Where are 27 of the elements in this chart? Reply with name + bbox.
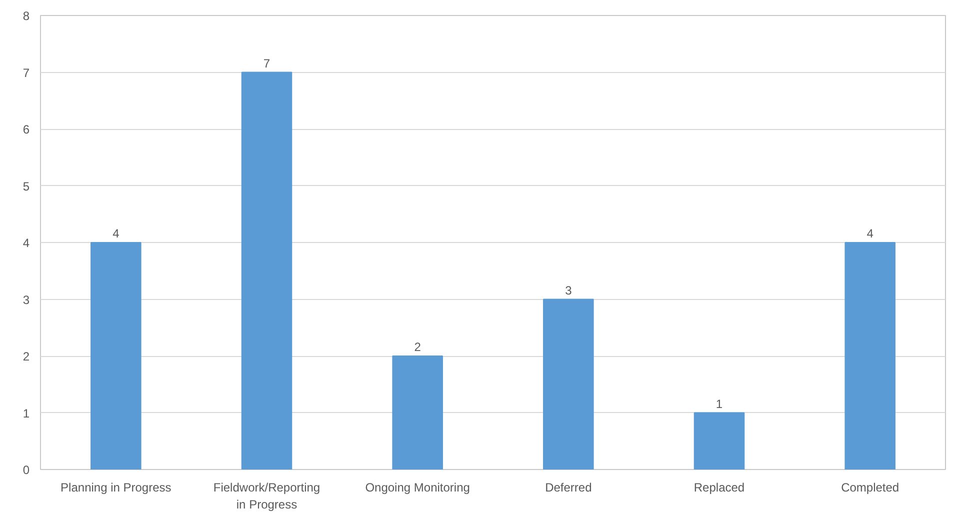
bar [392,356,443,470]
y-tick-label: 5 [22,179,30,194]
data-label: 3 [565,283,572,298]
x-tick-label: Deferred [545,480,592,494]
data-label: 7 [263,56,270,70]
y-tick-label: 4 [22,236,30,250]
data-label: 4 [866,226,874,240]
x-tick-label: Ongoing Monitoring [365,480,470,494]
data-label: 1 [716,396,723,411]
y-tick-label: 0 [22,463,30,477]
data-label: 2 [414,340,422,354]
y-tick-label: 7 [22,66,30,80]
bar [543,298,594,470]
y-tick-label: 3 [22,292,30,307]
y-tick-label: 1 [22,406,30,420]
y-tick-label: 8 [22,9,30,23]
y-tick-label: 2 [22,350,30,364]
y-tick-label: 6 [22,122,30,136]
x-tick-label: Replaced [694,480,745,494]
x-tick-label: Fieldwork/Reporting in Progress [213,480,320,512]
bar [844,242,896,470]
x-tick-label: Planning in Progress [60,480,172,494]
bar [90,242,142,470]
data-label: 4 [112,226,120,240]
bar [694,412,745,470]
x-tick-label: Completed [841,480,900,494]
bar [241,72,292,470]
